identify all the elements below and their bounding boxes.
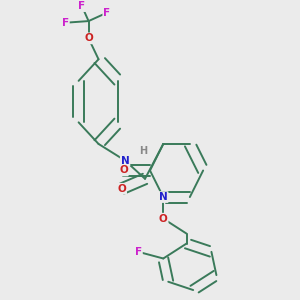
Text: N: N: [121, 155, 130, 166]
Text: F: F: [103, 8, 110, 18]
Text: O: O: [119, 166, 128, 176]
Text: O: O: [159, 214, 168, 224]
Text: H: H: [139, 146, 147, 156]
Text: O: O: [117, 184, 126, 194]
Text: N: N: [159, 192, 168, 202]
Text: O: O: [84, 33, 93, 43]
Text: F: F: [135, 247, 142, 257]
Text: F: F: [62, 18, 69, 28]
Text: F: F: [78, 1, 85, 11]
